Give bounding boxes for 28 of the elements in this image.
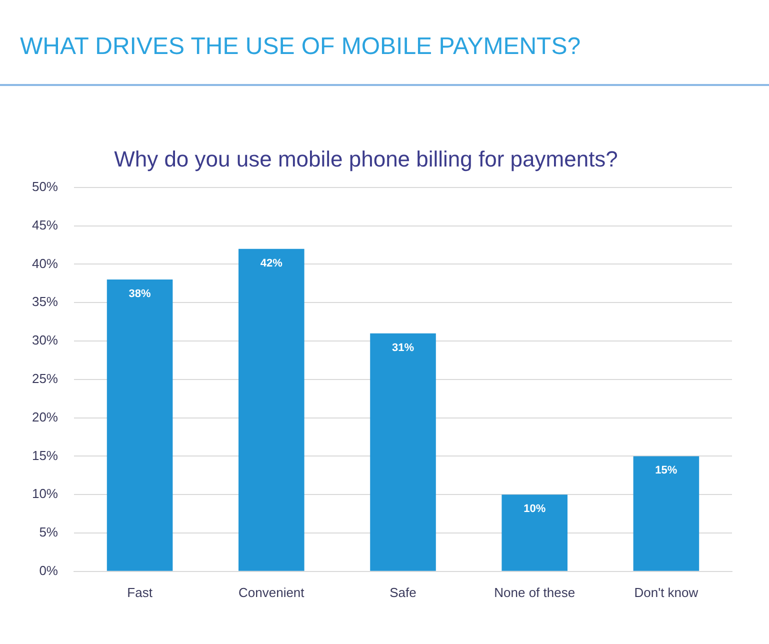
x-tick-label: Fast xyxy=(127,584,153,600)
data-label: 38% xyxy=(128,288,152,300)
bar xyxy=(502,494,568,571)
x-tick-label: Don't know xyxy=(634,584,699,600)
chart-subtitle: Why do you use mobile phone billing for payments? xyxy=(114,146,618,172)
y-tick-label: 50% xyxy=(32,178,58,194)
bar xyxy=(633,456,700,571)
y-tick-label: 15% xyxy=(32,448,58,463)
y-tick-label: 35% xyxy=(32,294,58,310)
data-label: 42% xyxy=(260,257,283,270)
chart-title: WHAT DRIVES THE USE OF MOBILE PAYMENTS? xyxy=(20,33,581,61)
y-tick-label: 5% xyxy=(39,524,58,540)
y-tick-label: 20% xyxy=(32,409,58,424)
bar xyxy=(370,333,436,571)
bar xyxy=(106,280,173,571)
y-tick-label: 40% xyxy=(32,256,58,271)
y-tick-label: 25% xyxy=(32,370,58,386)
y-tick-label: 10% xyxy=(32,486,58,502)
y-tick-label: 30% xyxy=(32,332,58,348)
data-label: 15% xyxy=(655,464,678,477)
y-tick-label: 0% xyxy=(39,562,58,578)
data-label: 10% xyxy=(524,503,546,516)
x-tick-label: Convenient xyxy=(238,584,305,600)
x-tick-label: Safe xyxy=(390,584,416,600)
x-tick-label: None of these xyxy=(494,584,576,600)
y-tick-label: 45% xyxy=(32,217,58,232)
data-label: 31% xyxy=(392,342,414,354)
bar xyxy=(238,248,304,571)
